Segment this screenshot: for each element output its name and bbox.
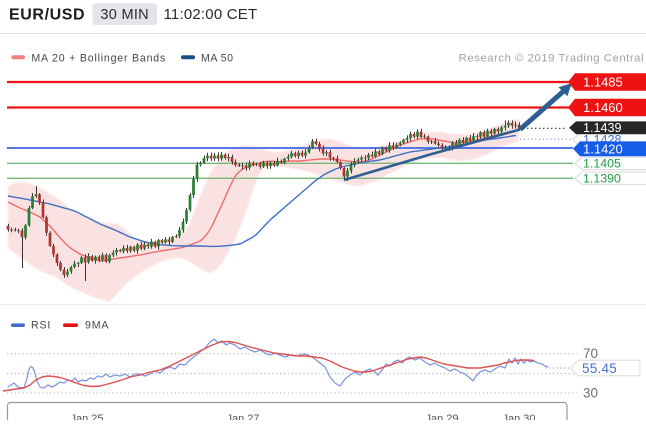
svg-text:RSI: RSI xyxy=(31,320,51,332)
svg-text:70: 70 xyxy=(583,346,598,361)
svg-text:30: 30 xyxy=(583,385,598,400)
svg-text:30 MIN: 30 MIN xyxy=(100,7,149,23)
svg-text:Jan 25: Jan 25 xyxy=(70,413,103,420)
svg-text:1.1405: 1.1405 xyxy=(583,157,621,171)
svg-text:1.1420: 1.1420 xyxy=(583,141,623,156)
svg-text:55.45: 55.45 xyxy=(582,361,617,376)
svg-text:11:02:00 CET: 11:02:00 CET xyxy=(164,6,258,23)
svg-text:1.1390: 1.1390 xyxy=(583,172,621,186)
svg-text:9MA: 9MA xyxy=(85,320,109,332)
svg-text:Jan 30: Jan 30 xyxy=(502,413,535,420)
svg-text:Jan 27: Jan 27 xyxy=(226,413,259,420)
svg-text:1.1439: 1.1439 xyxy=(583,121,622,135)
svg-text:1.1460: 1.1460 xyxy=(583,100,623,115)
svg-text:1.1485: 1.1485 xyxy=(583,75,623,90)
svg-text:MA 50: MA 50 xyxy=(201,52,234,64)
svg-text:MA 20 + Bollinger Bands: MA 20 + Bollinger Bands xyxy=(31,52,166,64)
svg-text:EUR/USD: EUR/USD xyxy=(9,6,85,23)
svg-text:Research © 2019 Trading Centra: Research © 2019 Trading Central xyxy=(459,53,644,65)
svg-text:Jan 29: Jan 29 xyxy=(425,413,458,420)
